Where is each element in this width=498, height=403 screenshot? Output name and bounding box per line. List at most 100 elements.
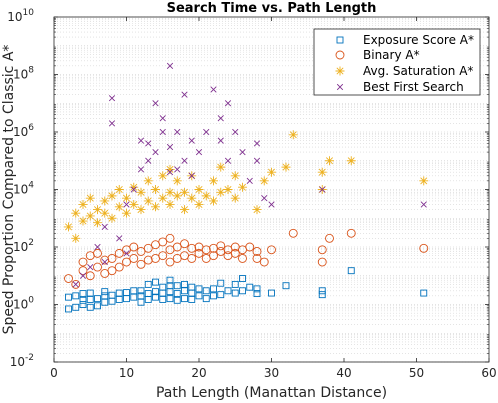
data-point (166, 295, 174, 303)
data-point (230, 171, 240, 181)
data-point (158, 237, 168, 247)
data-point (123, 289, 130, 297)
data-point (64, 274, 73, 283)
data-point (217, 137, 224, 144)
data-point (93, 262, 102, 272)
data-point (130, 186, 137, 193)
data-point (136, 247, 146, 256)
data-point (319, 186, 326, 193)
data-point (101, 292, 109, 300)
data-point (143, 243, 153, 253)
data-point (108, 95, 116, 102)
data-point (174, 128, 181, 136)
data-point (238, 182, 247, 192)
data-point (195, 285, 203, 293)
data-point (318, 291, 326, 299)
data-point (107, 266, 117, 276)
data-point (86, 289, 94, 297)
data-point (152, 293, 159, 301)
data-point (253, 140, 261, 147)
data-point (346, 228, 356, 238)
data-point (86, 303, 94, 311)
data-point (166, 169, 174, 176)
legend-marker-3 (336, 83, 344, 91)
data-point (216, 241, 226, 251)
data-point (143, 255, 153, 265)
data-point (268, 289, 275, 297)
data-point (223, 185, 233, 194)
data-point (85, 211, 95, 221)
data-point (166, 143, 174, 151)
data-point (93, 248, 102, 258)
x-tick-label: 50 (409, 366, 424, 380)
data-point (137, 292, 145, 300)
data-point (187, 243, 197, 253)
data-point (101, 288, 109, 296)
data-point (253, 157, 261, 164)
data-point (195, 148, 203, 156)
data-point (166, 276, 174, 284)
data-point (188, 172, 195, 179)
data-point (318, 287, 326, 295)
data-point (239, 275, 246, 282)
data-point (181, 157, 188, 164)
data-point (122, 193, 131, 203)
legend-entry-binary: Binary A* (363, 48, 420, 62)
data-point (224, 287, 232, 295)
data-point (346, 156, 356, 166)
data-point (180, 205, 189, 215)
data-point (232, 128, 239, 136)
data-point (115, 289, 123, 297)
data-point (252, 247, 262, 256)
data-point (317, 245, 327, 255)
data-point (261, 195, 268, 202)
data-point (129, 200, 139, 210)
data-point (144, 280, 152, 288)
data-point (144, 290, 152, 298)
data-point (114, 185, 124, 194)
data-point (173, 282, 181, 290)
data-point (195, 292, 203, 300)
data-point (194, 185, 204, 194)
data-point (245, 242, 255, 252)
legend-marker-0 (336, 36, 344, 44)
data-point (100, 208, 110, 218)
data-point (165, 187, 175, 197)
data-point (72, 303, 80, 311)
data-point (145, 140, 152, 147)
data-series (64, 62, 429, 313)
data-point (123, 201, 130, 208)
data-point (129, 182, 139, 192)
legend: Exposure Score A* Binary A* Avg. Saturat… (313, 28, 481, 96)
data-point (216, 247, 226, 256)
data-point (136, 259, 146, 269)
data-point (209, 196, 218, 206)
data-point (201, 191, 211, 201)
data-point (217, 291, 225, 299)
data-point (143, 196, 153, 206)
legend-entry-best-first: Best First Search (363, 80, 464, 94)
data-point (116, 235, 123, 242)
data-point (152, 288, 159, 296)
x-tick-label: 0 (50, 366, 58, 380)
data-point (282, 282, 290, 290)
legend-box (313, 28, 481, 96)
data-point (238, 253, 247, 263)
data-point (114, 202, 124, 212)
data-point (172, 191, 182, 201)
data-point (64, 222, 73, 232)
data-point (172, 242, 182, 252)
data-point (180, 187, 189, 197)
data-point (267, 245, 276, 255)
data-point (166, 282, 174, 290)
data-point (216, 162, 226, 172)
data-point (78, 200, 88, 210)
data-point (210, 86, 217, 93)
series-3 (72, 62, 427, 288)
data-point (187, 253, 197, 263)
data-point (72, 281, 79, 288)
data-point (181, 280, 188, 288)
data-point (194, 248, 204, 258)
data-point (419, 243, 429, 253)
